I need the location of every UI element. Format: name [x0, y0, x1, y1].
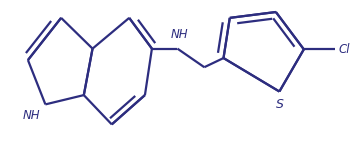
Text: S: S: [276, 98, 283, 111]
Text: NH: NH: [23, 109, 40, 122]
Text: Cl: Cl: [338, 43, 350, 56]
Text: NH: NH: [170, 28, 188, 41]
